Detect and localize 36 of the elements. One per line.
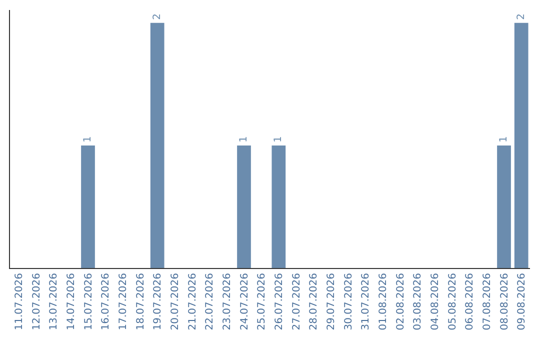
- x-tick-label: 11.07.2026: [14, 273, 25, 330]
- x-tick-label: 13.07.2026: [48, 273, 60, 330]
- x-tick-label: 12.07.2026: [31, 273, 42, 330]
- x-tick-label: 06.08.2026: [464, 273, 476, 330]
- data-label: 1: [238, 136, 250, 142]
- x-tick-label: 01.08.2026: [378, 273, 389, 330]
- x-tick-label: 15.07.2026: [83, 273, 94, 330]
- data-label: 1: [273, 136, 284, 142]
- x-tick-label: 18.07.2026: [135, 273, 146, 330]
- x-tick-label: 25.07.2026: [256, 273, 268, 330]
- x-tick-label: 07.08.2026: [482, 273, 493, 330]
- x-tick-label: 23.07.2026: [222, 273, 233, 330]
- data-label: 2: [152, 14, 163, 20]
- x-tick-label: 31.07.2026: [360, 273, 372, 330]
- data-label: 2: [516, 14, 527, 20]
- x-tick-label: 26.07.2026: [274, 273, 285, 330]
- data-label: 1: [82, 136, 94, 142]
- x-tick-label: 14.07.2026: [66, 273, 77, 330]
- x-tick-label: 05.08.2026: [447, 273, 458, 330]
- data-label: 1: [498, 136, 510, 142]
- x-tick-label: 19.07.2026: [152, 273, 164, 330]
- x-tick-label: 28.07.2026: [308, 273, 320, 330]
- x-tick-label: 21.07.2026: [187, 273, 198, 330]
- x-tick-label: 08.08.2026: [499, 273, 510, 330]
- x-tick-label: 30.07.2026: [343, 273, 354, 330]
- x-tick-label: 17.07.2026: [118, 273, 129, 330]
- x-tick-label: 29.07.2026: [326, 273, 337, 330]
- x-tick-label: 16.07.2026: [100, 273, 112, 330]
- x-tick-label: 02.08.2026: [395, 273, 406, 330]
- x-tick-label: 24.07.2026: [239, 273, 250, 330]
- x-tick-label: 27.07.2026: [291, 273, 302, 330]
- x-tick-label: 22.07.2026: [204, 273, 216, 330]
- x-tick-label: 04.08.2026: [430, 273, 441, 330]
- x-tick-label: 20.07.2026: [170, 273, 181, 330]
- x-tick-label: 03.08.2026: [412, 273, 424, 330]
- x-tick-label: 09.08.2026: [516, 273, 528, 330]
